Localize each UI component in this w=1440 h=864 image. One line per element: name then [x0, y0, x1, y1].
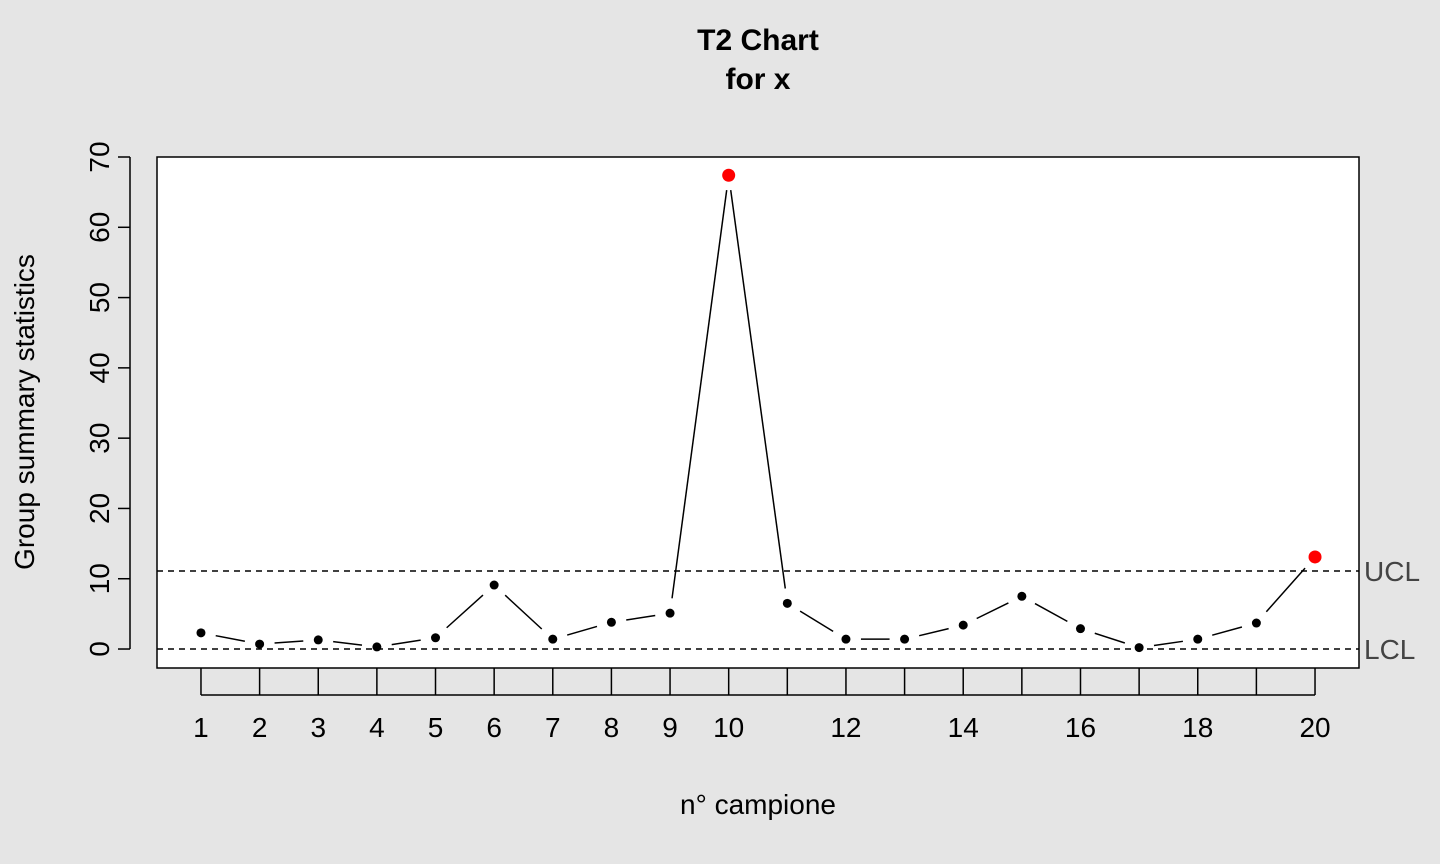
y-tick-label: 70 — [84, 141, 115, 172]
data-point — [548, 634, 558, 644]
x-tick-label: 12 — [830, 712, 861, 743]
series-segment — [1265, 567, 1306, 613]
x-axis: 1 2 3 4 5 6 7 8 9 10 12 14 16 18 20 — [193, 668, 1331, 743]
x-axis-label: n° campione — [680, 789, 836, 820]
x-tick-label: 2 — [252, 712, 268, 743]
series-segment — [333, 640, 363, 646]
series-segment — [274, 640, 304, 644]
x-tick-label: 3 — [310, 712, 326, 743]
y-tick-label: 10 — [84, 563, 115, 594]
plot-panel — [156, 156, 1360, 669]
y-axis-label: Group summary statistics — [9, 254, 40, 570]
series-segment — [215, 634, 246, 643]
data-point — [313, 635, 323, 645]
y-axis: 0 10 20 30 40 50 60 70 — [84, 141, 131, 657]
data-point — [1193, 634, 1203, 644]
data-point — [1134, 643, 1144, 653]
x-tick-label: 16 — [1065, 712, 1096, 743]
series-segment — [1153, 640, 1184, 647]
data-point — [665, 608, 675, 618]
series-segment — [671, 190, 728, 599]
limit-label-ucl: UCL — [1364, 556, 1420, 587]
x-tick-label: 7 — [545, 712, 561, 743]
series-segment — [1034, 602, 1068, 623]
chart-subtitle: for x — [725, 63, 790, 96]
data-point — [196, 628, 206, 638]
series-segment — [918, 627, 949, 637]
series-segment — [1094, 632, 1126, 644]
series-segment — [626, 614, 656, 621]
series-segment — [566, 625, 598, 636]
data-point — [782, 598, 792, 608]
data-point — [255, 639, 265, 649]
y-tick-label: 0 — [84, 641, 115, 657]
x-tick-label: 10 — [713, 712, 744, 743]
data-point — [372, 642, 382, 652]
x-tick-label: 8 — [604, 712, 620, 743]
data-point — [1251, 618, 1261, 628]
data-point — [606, 617, 616, 627]
y-tick-label: 30 — [84, 423, 115, 454]
series-segment — [976, 602, 1009, 620]
x-tick-label: 4 — [369, 712, 385, 743]
x-tick-label: 5 — [428, 712, 444, 743]
series-segment — [446, 594, 484, 629]
x-tick-label: 20 — [1299, 712, 1330, 743]
series-segment — [391, 639, 421, 646]
x-tick-label: 9 — [662, 712, 678, 743]
series-segment — [729, 190, 787, 589]
chart-title: T2 Chart — [697, 24, 819, 57]
data-point — [1075, 624, 1085, 634]
y-tick-label: 20 — [84, 493, 115, 524]
control-limits: UCL LCL — [157, 556, 1420, 665]
x-tick-label: 14 — [948, 712, 979, 743]
x-tick-label: 18 — [1182, 712, 1213, 743]
data-point — [841, 634, 851, 644]
series-segment — [504, 594, 543, 630]
x-tick-label: 6 — [486, 712, 502, 743]
series-t2-statistic — [196, 168, 1322, 653]
data-point — [900, 634, 910, 644]
data-point-out-of-control — [722, 168, 736, 182]
y-tick-label: 50 — [84, 282, 115, 313]
y-tick-label: 60 — [84, 212, 115, 243]
series-segment — [1212, 626, 1243, 636]
series-segment — [799, 610, 834, 632]
data-point-out-of-control — [1308, 550, 1322, 564]
data-point — [1017, 591, 1027, 601]
data-point — [489, 580, 499, 590]
x-tick-label: 1 — [193, 712, 209, 743]
limit-label-lcl: LCL — [1364, 634, 1415, 665]
y-tick-label: 40 — [84, 352, 115, 383]
data-point — [431, 633, 441, 643]
data-point — [958, 620, 968, 630]
